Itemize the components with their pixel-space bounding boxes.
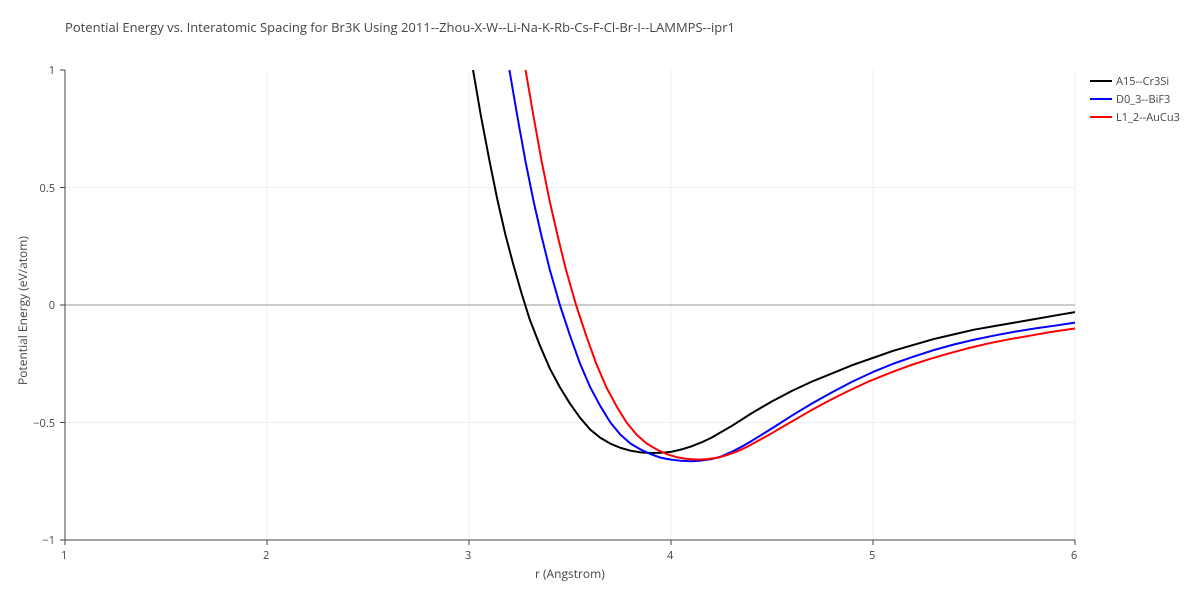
chart-plot-area (0, 0, 1200, 600)
x-tick-label: 5 (869, 548, 875, 563)
x-tick-label: 1 (61, 548, 67, 563)
chart-legend: A15--Cr3Si D0_3--BiF3 L1_2--AuCu3 (1090, 72, 1180, 126)
legend-item[interactable]: L1_2--AuCu3 (1090, 108, 1180, 126)
y-tick-label: −0.5 (33, 416, 55, 431)
x-tick-label: 3 (465, 548, 471, 563)
legend-item[interactable]: D0_3--BiF3 (1090, 90, 1180, 108)
series-L1_2--AuCu3 (526, 70, 1075, 460)
legend-label: L1_2--AuCu3 (1116, 110, 1180, 125)
legend-swatch (1090, 111, 1112, 123)
series-D0_3--BiF3 (509, 70, 1075, 461)
legend-item[interactable]: A15--Cr3Si (1090, 72, 1180, 90)
x-tick-label: 6 (1071, 548, 1077, 563)
legend-label: A15--Cr3Si (1116, 74, 1169, 89)
legend-swatch (1090, 93, 1112, 105)
y-tick-label: 1 (49, 63, 55, 78)
y-tick-label: 0 (49, 298, 55, 313)
legend-label: D0_3--BiF3 (1116, 92, 1170, 107)
x-tick-label: 2 (263, 548, 269, 563)
legend-swatch (1090, 75, 1112, 87)
y-tick-label: −1 (42, 533, 55, 548)
y-tick-label: 0.5 (40, 181, 55, 196)
x-tick-label: 4 (667, 548, 673, 563)
